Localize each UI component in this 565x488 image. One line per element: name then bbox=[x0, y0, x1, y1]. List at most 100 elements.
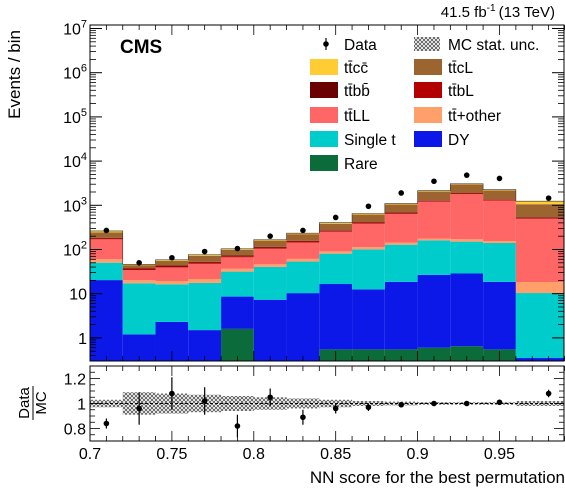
ratio-point bbox=[365, 404, 372, 411]
ratio-point bbox=[267, 394, 273, 401]
bar-segment bbox=[417, 200, 451, 202]
ratio-point bbox=[431, 400, 437, 407]
legend-entry: Data bbox=[323, 37, 377, 54]
data-point bbox=[103, 227, 110, 234]
bar-segment bbox=[319, 231, 353, 252]
bar-segment bbox=[90, 262, 123, 281]
ratio-point bbox=[398, 401, 405, 408]
bar-segment bbox=[253, 299, 287, 361]
data-point bbox=[169, 254, 175, 261]
main-frame bbox=[89, 24, 565, 362]
legend-swatch bbox=[310, 59, 338, 75]
legend-label: DY bbox=[448, 132, 470, 149]
bar-segment bbox=[352, 214, 385, 223]
bar-segment bbox=[286, 233, 320, 235]
bar-segment bbox=[155, 260, 189, 266]
series-tt-other bbox=[90, 238, 564, 294]
ratio-ylabel: Data MC bbox=[16, 386, 50, 420]
bar-segment bbox=[253, 246, 287, 248]
bar-segment bbox=[319, 222, 353, 224]
bar-segment bbox=[155, 281, 189, 285]
stack-layer bbox=[89, 183, 564, 361]
bar-segment bbox=[352, 222, 385, 223]
legend-label: MC stat. unc. bbox=[448, 37, 539, 54]
bar-segment bbox=[90, 259, 123, 263]
bar-segment bbox=[90, 237, 123, 239]
ratio-yticks: 0.8 1 1.2 bbox=[64, 365, 564, 442]
data-point bbox=[463, 172, 470, 178]
y-tick-label: 106 bbox=[63, 63, 87, 83]
bar-segment bbox=[515, 217, 564, 218]
data-point bbox=[201, 248, 208, 255]
bar-segment bbox=[122, 265, 156, 269]
legend-swatch bbox=[414, 107, 442, 123]
y-tick-label: 10 bbox=[69, 287, 87, 304]
ratio-point bbox=[332, 405, 339, 412]
bar-segment bbox=[188, 330, 222, 361]
y-tick-label: 1 bbox=[78, 331, 87, 348]
bar-segment bbox=[90, 280, 123, 361]
bar-segment bbox=[319, 284, 353, 350]
bar-segment bbox=[122, 270, 156, 281]
y-tick-label: 105 bbox=[63, 107, 87, 127]
bar-segment bbox=[483, 200, 516, 242]
bar-segment bbox=[417, 201, 451, 239]
bar-segment bbox=[221, 255, 254, 257]
bar-segment bbox=[90, 238, 123, 240]
ratio-points bbox=[103, 377, 552, 438]
legend-swatch bbox=[310, 131, 338, 147]
ratio-ylabel-den: MC bbox=[33, 391, 50, 414]
legend-entry: Single t bbox=[310, 131, 396, 149]
series-ttbl bbox=[90, 193, 564, 271]
bar-segment bbox=[286, 240, 320, 242]
ratio-xlabel: NN score for the best permutation bbox=[310, 468, 565, 487]
bar-segment bbox=[188, 255, 222, 262]
bar-segment bbox=[450, 273, 484, 347]
bar-segment bbox=[155, 284, 189, 322]
legend-entry: tt̄cL bbox=[414, 59, 473, 77]
bar-segment bbox=[483, 190, 516, 200]
bar-segment bbox=[483, 241, 516, 243]
bar-segment bbox=[384, 204, 418, 213]
ratio-point bbox=[234, 423, 241, 429]
bar-segment bbox=[417, 190, 451, 192]
data-point bbox=[234, 245, 241, 252]
legend-label: Rare bbox=[344, 156, 378, 173]
y-tick-label: 103 bbox=[63, 195, 87, 215]
bar-segment bbox=[286, 241, 320, 243]
legend-label: tt̄bL bbox=[448, 83, 474, 100]
ratio-point bbox=[103, 420, 110, 427]
legend-label: Data bbox=[344, 37, 377, 54]
legend-entry: Rare bbox=[310, 155, 378, 173]
bar-segment bbox=[417, 240, 451, 275]
main-ylabel: Events / bin bbox=[5, 30, 24, 119]
data-point bbox=[545, 195, 552, 201]
bar-segment bbox=[384, 242, 418, 245]
bar-segment bbox=[253, 240, 287, 247]
bar-segment bbox=[188, 282, 222, 331]
ratio-point bbox=[463, 400, 470, 407]
legend-label: tt̄bb̄ bbox=[344, 83, 370, 100]
data-layer bbox=[103, 172, 552, 266]
bar-segment bbox=[352, 213, 385, 215]
bar-segment bbox=[384, 349, 418, 361]
bar-segment bbox=[450, 183, 484, 185]
bar-segment bbox=[188, 254, 222, 256]
legend-entry: DY bbox=[414, 131, 470, 149]
bar-segment bbox=[515, 293, 564, 359]
ratio-y-tick-label: 0.8 bbox=[64, 422, 86, 439]
bar-segment bbox=[384, 212, 418, 214]
main-yticks: 1 10 102 103 104 105 106 107 bbox=[63, 18, 564, 362]
bar-segment bbox=[384, 212, 418, 213]
bar-segment bbox=[450, 194, 484, 240]
bar-segment bbox=[155, 265, 189, 267]
ratio-y-tick-label: 1.2 bbox=[64, 372, 86, 389]
x-tick-label: 0.95 bbox=[484, 446, 515, 463]
bar-segment bbox=[286, 293, 320, 361]
legend-entry: tt̄+other bbox=[414, 107, 501, 125]
ratio-plot-area: 0.8 1 1.2 0.7 0.75 0.8 0.85 0.9 0.95 bbox=[64, 365, 565, 463]
stack-outline bbox=[89, 183, 564, 361]
data-point bbox=[332, 214, 339, 221]
data-point bbox=[496, 175, 503, 182]
